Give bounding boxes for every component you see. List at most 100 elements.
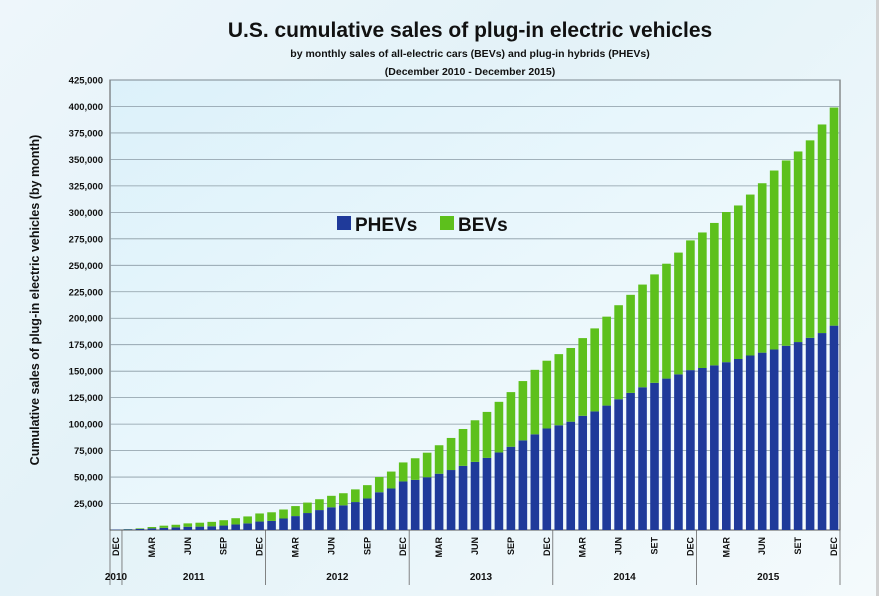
x-tick-label: SEP: [506, 537, 516, 555]
bar-bevs: [291, 506, 300, 517]
bar-phevs: [446, 470, 456, 530]
bar-bevs: [434, 445, 444, 474]
bar-phevs: [650, 382, 659, 530]
bar-phevs: [722, 362, 731, 530]
x-tick-label: MAR: [721, 537, 731, 558]
bar-phevs: [183, 526, 193, 530]
bar-bevs: [398, 462, 408, 482]
bar-phevs: [458, 465, 468, 530]
year-label: 2011: [183, 572, 205, 583]
y-tick-label: 50,000: [74, 473, 103, 484]
chart-subtitle: by monthly sales of all-electric cars (B…: [290, 48, 649, 60]
y-tick-labels: 25,000 50,000 75,000 100,000 125,000 150,000 1…: [69, 76, 103, 511]
bar-bevs: [530, 369, 540, 435]
bar-phevs: [698, 368, 707, 530]
bar-phevs: [351, 502, 360, 530]
y-tick-label: 150,000: [69, 367, 103, 378]
y-axis-label: Cumulative sales of plug-in electric veh…: [28, 135, 42, 466]
bar-phevs: [757, 352, 767, 530]
y-tick-label: 250,000: [69, 261, 103, 272]
bar-bevs: [279, 509, 288, 519]
x-tick-label: MAR: [578, 537, 588, 558]
bar-bevs: [793, 151, 803, 343]
y-tick-label: 375,000: [69, 128, 103, 139]
x-tick-label: DEC: [111, 537, 121, 557]
bar-bevs: [698, 232, 707, 368]
bar-phevs: [195, 526, 205, 530]
bar-phevs: [171, 527, 181, 530]
bar-bevs: [147, 527, 157, 529]
bar-bevs: [386, 471, 396, 489]
y-tick-label: 100,000: [69, 420, 103, 431]
y-tick-label: 75,000: [74, 446, 103, 457]
bar-bevs: [374, 476, 384, 493]
bar-bevs: [781, 160, 791, 346]
year-label: 2013: [470, 572, 493, 583]
bar-bevs: [219, 520, 228, 526]
bar-bevs: [303, 502, 312, 514]
bar-phevs: [829, 325, 839, 530]
chart-subtitle-range: (December 2010 - December 2015): [385, 66, 555, 78]
bar-phevs: [518, 440, 528, 530]
bar-phevs: [769, 349, 779, 530]
bar-phevs: [530, 434, 540, 530]
bar-phevs: [243, 523, 252, 530]
year-label: 2012: [326, 572, 349, 583]
y-tick-label: 325,000: [69, 181, 103, 192]
bar-bevs: [267, 512, 276, 521]
legend-swatch-phevs: [337, 216, 351, 230]
bar-bevs: [674, 252, 683, 375]
bar-bevs: [757, 183, 767, 353]
legend-label-phevs: PHEVs: [355, 215, 417, 236]
bar-phevs: [494, 452, 504, 530]
x-tick-label: DEC: [685, 537, 695, 557]
bar-bevs: [626, 294, 635, 393]
bar-phevs: [733, 359, 743, 530]
bar-bevs: [410, 458, 420, 480]
bar-phevs: [327, 507, 336, 530]
bar-bevs: [602, 316, 611, 406]
chart-title: U.S. cumulative sales of plug-in electri…: [228, 19, 712, 42]
bar-phevs: [506, 446, 516, 530]
bar-phevs: [386, 488, 396, 530]
bar-bevs: [207, 521, 217, 527]
bar-bevs: [506, 392, 516, 447]
bar-phevs: [686, 370, 695, 530]
bar-bevs: [614, 305, 623, 400]
legend: PHEVs BEVs: [337, 215, 508, 236]
bar-phevs: [590, 411, 599, 530]
bar-bevs: [255, 513, 264, 522]
bar-bevs: [554, 354, 564, 426]
bar-phevs: [614, 399, 623, 530]
bar-bevs: [518, 381, 528, 441]
bar-phevs: [602, 405, 611, 530]
y-tick-label: 275,000: [69, 234, 103, 245]
bar-phevs: [303, 513, 312, 530]
year-label: 2010: [105, 572, 128, 583]
bar-phevs: [231, 524, 240, 530]
bar-bevs: [542, 360, 552, 429]
bar-phevs: [805, 337, 815, 530]
x-tick-label: SEP: [362, 537, 372, 555]
bar-phevs: [674, 374, 683, 530]
bar-bevs: [243, 516, 252, 524]
bar-phevs: [123, 529, 133, 530]
y-tick-label: 300,000: [69, 208, 103, 219]
y-tick-label: 400,000: [69, 102, 103, 113]
y-tick-label: 425,000: [69, 76, 103, 87]
x-tick-label: MAR: [147, 537, 157, 558]
bar-bevs: [482, 411, 492, 458]
bars: [111, 107, 839, 530]
bar-phevs: [207, 526, 217, 530]
bar-phevs: [315, 510, 324, 530]
bar-bevs: [686, 240, 695, 371]
x-tick-label: JUN: [183, 537, 193, 555]
x-tick-label: MAR: [434, 537, 444, 558]
bar-phevs: [662, 378, 671, 530]
bar-bevs: [470, 420, 480, 462]
bar-bevs: [458, 428, 468, 466]
year-labels: 2010 2011 2012 2013 2014 2015: [105, 530, 841, 585]
bar-phevs: [542, 428, 552, 530]
y-tick-label: 25,000: [74, 499, 103, 510]
